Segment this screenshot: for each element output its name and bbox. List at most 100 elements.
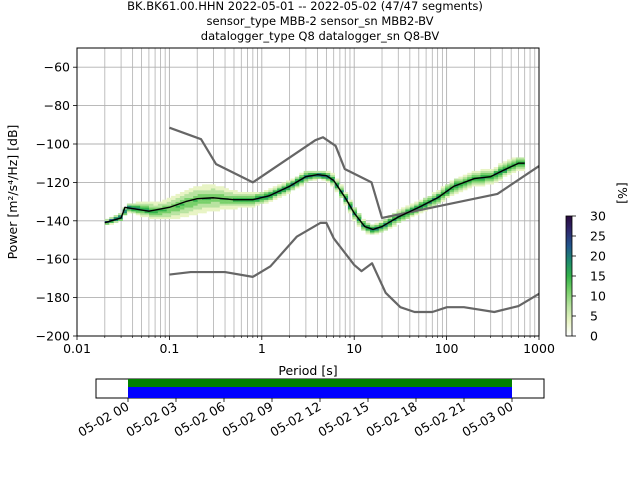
heatmap-cell <box>476 184 481 187</box>
colorbar-label: [%] <box>615 182 630 204</box>
heatmap-cell <box>493 174 499 177</box>
heatmap-cell <box>489 182 495 185</box>
heatmap-cell <box>135 211 141 214</box>
heatmap-cell <box>219 203 225 206</box>
heatmap-cell <box>502 163 508 166</box>
heatmap-cell <box>232 201 238 204</box>
heatmap-cell <box>436 197 442 200</box>
heatmap-cell <box>202 205 207 208</box>
heatmap-cell <box>431 203 437 206</box>
noise-models <box>169 126 540 314</box>
heatmap-cell <box>316 176 322 179</box>
heatmap-cell <box>144 213 150 216</box>
colorbar-tick-label: 0 <box>590 329 598 344</box>
heatmap-cell <box>387 222 393 225</box>
heatmap-cell <box>224 203 229 206</box>
heatmap-cell <box>507 159 512 162</box>
heatmap-cell <box>502 172 508 175</box>
heatmap-cell <box>369 230 375 233</box>
colorbar-ticks: 0 5 10 15 20 25 30 <box>572 209 606 344</box>
heatmap-cell <box>184 197 190 200</box>
heatmap-cell <box>334 182 340 185</box>
heatmap-cell <box>365 230 371 233</box>
heatmap-cell <box>263 193 269 197</box>
heatmap-cell <box>431 193 437 197</box>
heatmap-cell <box>197 193 203 197</box>
heatmap-cell <box>206 193 212 197</box>
heatmap-cell <box>210 186 216 189</box>
heatmap-cell <box>436 199 442 202</box>
heatmap-cell <box>498 178 503 181</box>
heatmap-cell <box>241 201 247 204</box>
heatmap-cell <box>193 201 198 204</box>
heatmap-cell <box>215 205 221 208</box>
heatmap-cell <box>188 203 194 206</box>
heatmap-cell <box>149 211 154 214</box>
heatmap-cell <box>197 186 203 189</box>
heatmap-cell <box>131 211 137 214</box>
timeline-tick-label: 05-02 15 <box>315 399 371 440</box>
heatmap-cell <box>122 213 128 216</box>
heatmap-cell <box>458 190 464 193</box>
heatmap-cell <box>316 172 322 175</box>
heatmap-cell <box>210 192 216 195</box>
heatmap-cell <box>356 216 362 220</box>
heatmap-cell <box>224 207 229 210</box>
heatmap-cell <box>237 192 243 195</box>
heatmap-cell <box>502 174 508 177</box>
heatmap-cell <box>431 195 437 198</box>
heatmap-cell <box>197 195 203 198</box>
heatmap-cell <box>188 195 194 198</box>
heatmap-cell <box>206 184 212 187</box>
heatmap-cell <box>352 211 358 214</box>
heatmap-cell <box>272 197 278 200</box>
heatmap-cell <box>188 188 194 191</box>
heatmap-cell <box>193 190 198 193</box>
heatmap-cell <box>361 226 366 229</box>
heatmap-cell <box>396 218 402 221</box>
heatmap-cell <box>480 174 486 177</box>
heatmap-cell <box>334 188 340 191</box>
plot-background <box>77 48 539 336</box>
psd-heatmap <box>104 157 525 235</box>
heatmap-cell <box>157 201 163 204</box>
heatmap-cell <box>210 207 216 210</box>
heatmap-cell <box>215 201 221 204</box>
heatmap-cell <box>507 170 512 173</box>
heatmap-cell <box>179 215 185 218</box>
heatmap-cell <box>511 157 517 160</box>
heatmap-cell <box>122 211 128 214</box>
heatmap-cell <box>369 226 375 229</box>
heatmap-cell <box>179 195 185 198</box>
heatmap-cell <box>281 192 287 195</box>
heatmap-cell <box>445 195 450 198</box>
heatmap-cell <box>414 203 419 206</box>
heatmap-cell <box>140 215 145 218</box>
heatmap-cell <box>140 211 145 214</box>
heatmap-cell <box>241 197 247 200</box>
heatmap-cell <box>502 161 508 164</box>
heatmap-cell <box>228 207 234 210</box>
heatmap-cell <box>232 207 238 210</box>
heatmap-cell <box>339 193 344 197</box>
heatmap-cell <box>449 180 455 183</box>
heatmap-cell <box>418 201 424 204</box>
heatmap-cell <box>480 182 486 185</box>
heatmap-cell <box>347 201 353 204</box>
x-tick-label: 0.1 <box>159 341 179 356</box>
heatmap-cell <box>334 190 340 193</box>
heatmap-cell <box>440 192 446 195</box>
heatmap-cell <box>149 207 154 210</box>
y-tick-label: −200 <box>36 329 70 344</box>
heatmap-cell <box>202 201 207 204</box>
heatmap-cell <box>392 220 397 223</box>
heatmap-cell <box>480 178 486 181</box>
heatmap-cell <box>246 203 251 206</box>
timeline-bar-bottom <box>128 387 512 398</box>
heatmap-cell <box>387 226 393 229</box>
heatmap-cell <box>166 207 172 210</box>
heatmap-cell <box>250 203 256 206</box>
heatmap-cell <box>184 192 190 195</box>
heatmap-cell <box>255 192 260 195</box>
